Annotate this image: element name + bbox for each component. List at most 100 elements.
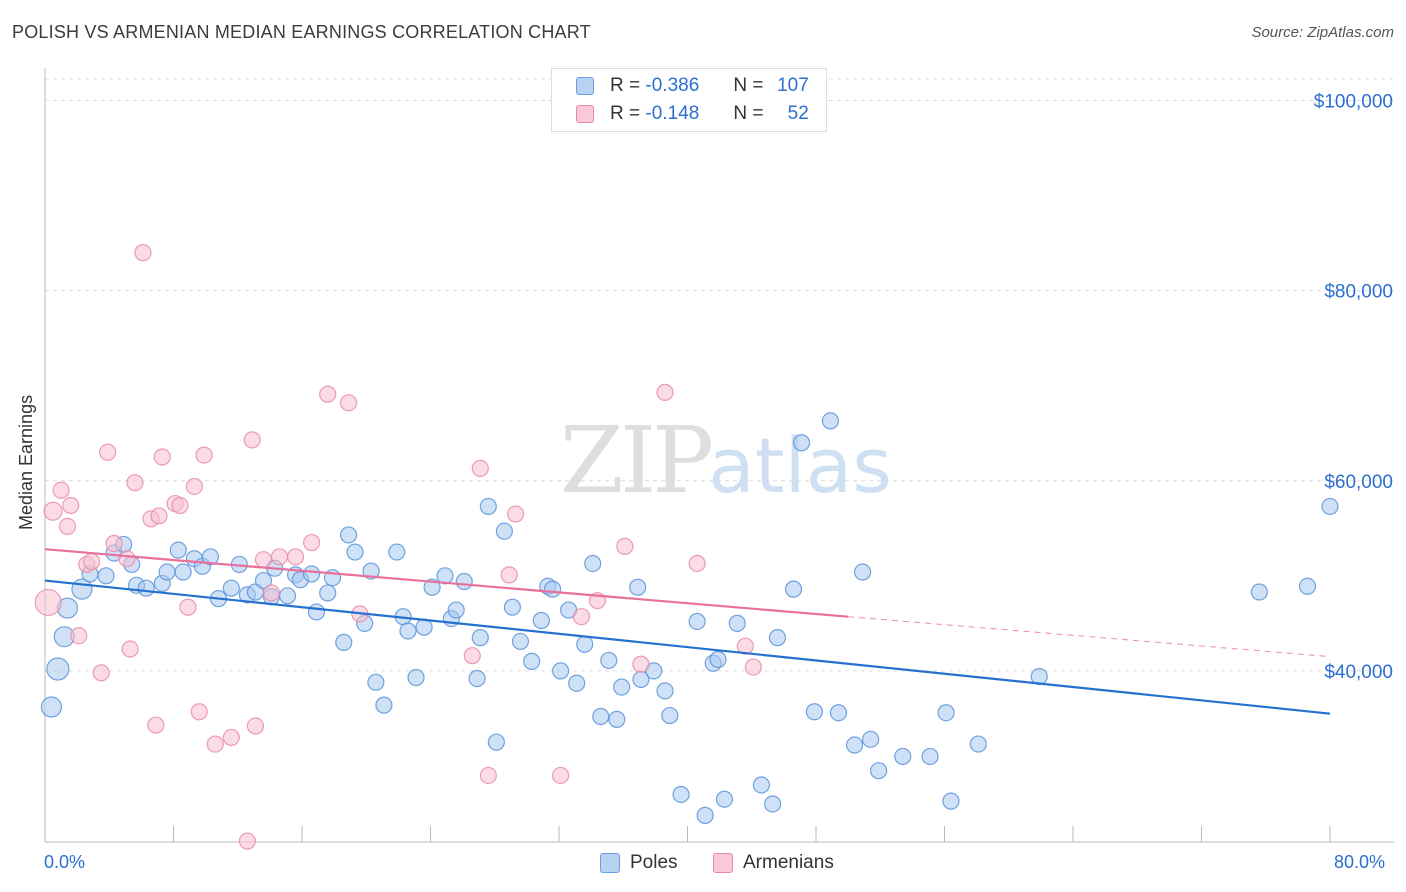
x-tick-min: 0.0% [44, 852, 86, 872]
armenians-point [82, 552, 101, 571]
armenians-point [34, 588, 62, 617]
poles-point [752, 776, 770, 794]
armenians-point [616, 537, 634, 555]
poles-point [319, 584, 337, 602]
armenians-trend-line [44, 548, 849, 618]
poles-point [137, 579, 155, 597]
poles-point [423, 578, 441, 596]
armenians-point [150, 507, 168, 525]
armenians-point [463, 647, 481, 665]
armenians-legend-swatch [713, 853, 733, 873]
armenians-r-value: -0.148 [645, 103, 700, 124]
poles-point [862, 730, 880, 748]
poles-point [532, 611, 550, 630]
poles-point [942, 792, 960, 810]
armenians-point [92, 664, 110, 682]
armenians-point [552, 766, 570, 785]
poles-point [375, 696, 393, 714]
poles-point [346, 543, 364, 561]
armenians-point [147, 716, 165, 734]
armenians-point [254, 551, 273, 569]
armenians-point [179, 598, 197, 616]
armenians-point [286, 548, 305, 566]
poles-point [339, 526, 358, 544]
armenians-point [339, 394, 358, 412]
poles-point [335, 633, 353, 651]
poles-point [388, 543, 406, 561]
poles-point [821, 412, 840, 430]
armenians-n-label: N = [733, 103, 764, 124]
poles-point [487, 733, 505, 751]
poles-point [254, 571, 273, 590]
poles-point [728, 614, 746, 632]
poles-point [894, 747, 912, 766]
poles-point [97, 567, 115, 585]
poles-point [447, 601, 465, 619]
armenians-point [471, 459, 489, 478]
legend-row-poles: R = -0.386 N = 107 [576, 73, 809, 99]
poles-point [969, 735, 987, 753]
poles-point [656, 682, 674, 700]
poles-point [688, 612, 706, 631]
y-tick-label: $80,000 [1324, 282, 1393, 303]
armenians-point [190, 703, 208, 721]
poles-point [600, 651, 618, 670]
poles-swatch [576, 77, 594, 95]
poles-r-label: R = [610, 75, 641, 96]
poles-point [870, 762, 888, 780]
armenians-point [126, 474, 144, 492]
poles-point [468, 669, 486, 688]
poles-point [805, 703, 823, 721]
poles-point [845, 736, 864, 754]
y-axis-label: Median Earnings [16, 394, 36, 530]
poles-point [523, 652, 541, 670]
poles-point [629, 578, 647, 596]
armenians-point [243, 431, 261, 449]
poles-point [661, 706, 679, 725]
poles-point [921, 747, 939, 766]
poles-point [307, 603, 326, 621]
armenians-point [62, 496, 80, 515]
poles-point [672, 785, 690, 804]
poles-point [46, 657, 70, 681]
armenians-point [105, 534, 123, 553]
armenians-point [99, 443, 117, 461]
armenians-point [303, 533, 321, 552]
poles-point [613, 678, 631, 696]
bottom-legend-poles[interactable]: Poles [600, 852, 678, 874]
armenians-point [185, 477, 203, 496]
poles-point [696, 806, 714, 824]
poles-point [303, 565, 321, 583]
armenians-point [195, 446, 213, 464]
chart-title: POLISH VS ARMENIAN MEDIAN EARNINGS CORRE… [12, 22, 591, 42]
poles-point [829, 704, 848, 722]
poles-point [367, 673, 385, 691]
poles-point [768, 629, 787, 647]
armenians-swatch [576, 105, 594, 123]
x-tick-max: 80.0% [1334, 852, 1386, 872]
armenians-point [222, 728, 240, 747]
poles-point [1250, 583, 1268, 601]
bottom-legend-armenians[interactable]: Armenians [713, 852, 834, 874]
y-tick-label: $60,000 [1324, 472, 1393, 493]
armenians-point [688, 554, 706, 573]
armenians-point [52, 481, 70, 499]
armenians-legend-label: Armenians [743, 852, 834, 873]
poles-point [1298, 577, 1317, 595]
armenians-point [500, 566, 518, 584]
poles-point [576, 635, 594, 653]
armenians-point [319, 385, 337, 403]
armenians-point [246, 717, 265, 735]
poles-point [503, 598, 522, 616]
poles-point [764, 795, 782, 813]
armenians-r-label: R = [610, 103, 641, 124]
poles-point [40, 696, 63, 718]
watermark-zip: ZIP [560, 407, 711, 514]
y-tick-label: $100,000 [1314, 92, 1393, 113]
poles-point [792, 434, 811, 452]
armenians-point [134, 244, 152, 262]
poles-point [784, 580, 803, 598]
armenians-point [507, 505, 525, 523]
poles-point [174, 563, 192, 581]
